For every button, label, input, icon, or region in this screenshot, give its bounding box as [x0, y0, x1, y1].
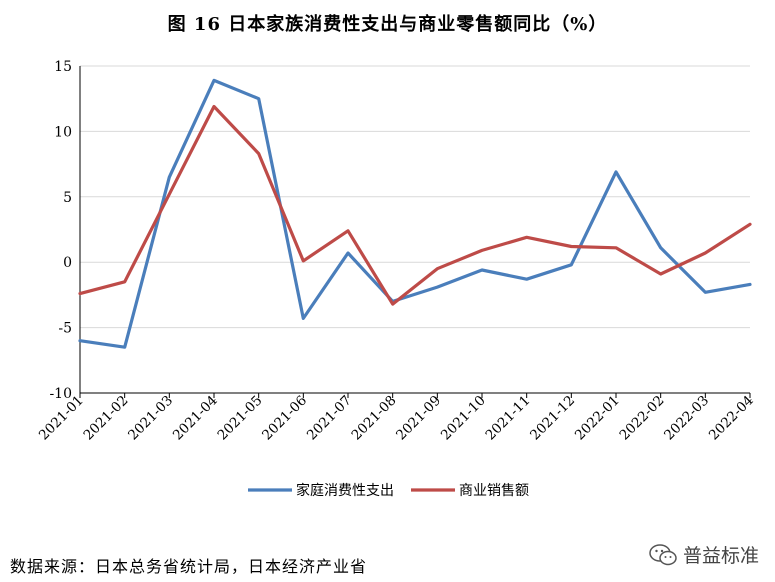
x-tick-label: 2021-04 [170, 393, 221, 444]
watermark-text: 普益标准 [682, 545, 759, 567]
y-tick-label: 5 [63, 190, 72, 206]
x-tick-label: 2022-04 [706, 393, 757, 444]
y-tick-label: 0 [63, 255, 72, 271]
y-tick-label: -5 [58, 321, 72, 337]
x-tick-label: 2021-08 [349, 393, 400, 444]
x-tick-label: 2022-03 [661, 393, 712, 444]
x-tick-label: 2021-12 [527, 393, 578, 444]
x-tick-label: 2021-02 [81, 393, 132, 444]
x-tick-label: 2021-03 [125, 393, 176, 444]
x-tick-label: 2021-10 [438, 393, 489, 444]
chart-title: 图 16 日本家族消费性支出与商业零售额同比（%） [167, 14, 608, 35]
x-tick-label: 2022-01 [572, 393, 623, 444]
x-tick-label: 2021-09 [393, 393, 444, 444]
x-tick-label: 2021-06 [259, 393, 310, 444]
series-line [78, 104, 752, 306]
legend-label: 家庭消费性支出 [296, 482, 394, 499]
y-tick-label: 10 [54, 124, 72, 140]
y-tick-label: 15 [54, 59, 72, 75]
wechat-icon [649, 543, 677, 565]
x-tick-label: 2022-02 [617, 393, 668, 444]
x-tick-label: 2021-05 [215, 393, 266, 444]
series-line [78, 78, 752, 349]
x-tick-label: 2021-11 [483, 393, 534, 444]
source-note: 数据来源：日本总务省统计局，日本经济产业省 [10, 557, 368, 576]
watermark: 普益标准 [649, 541, 759, 568]
y-tick-label: -10 [49, 386, 72, 402]
x-tick-label: 2021-07 [304, 393, 355, 444]
legend-label: 商业销售额 [459, 483, 529, 499]
